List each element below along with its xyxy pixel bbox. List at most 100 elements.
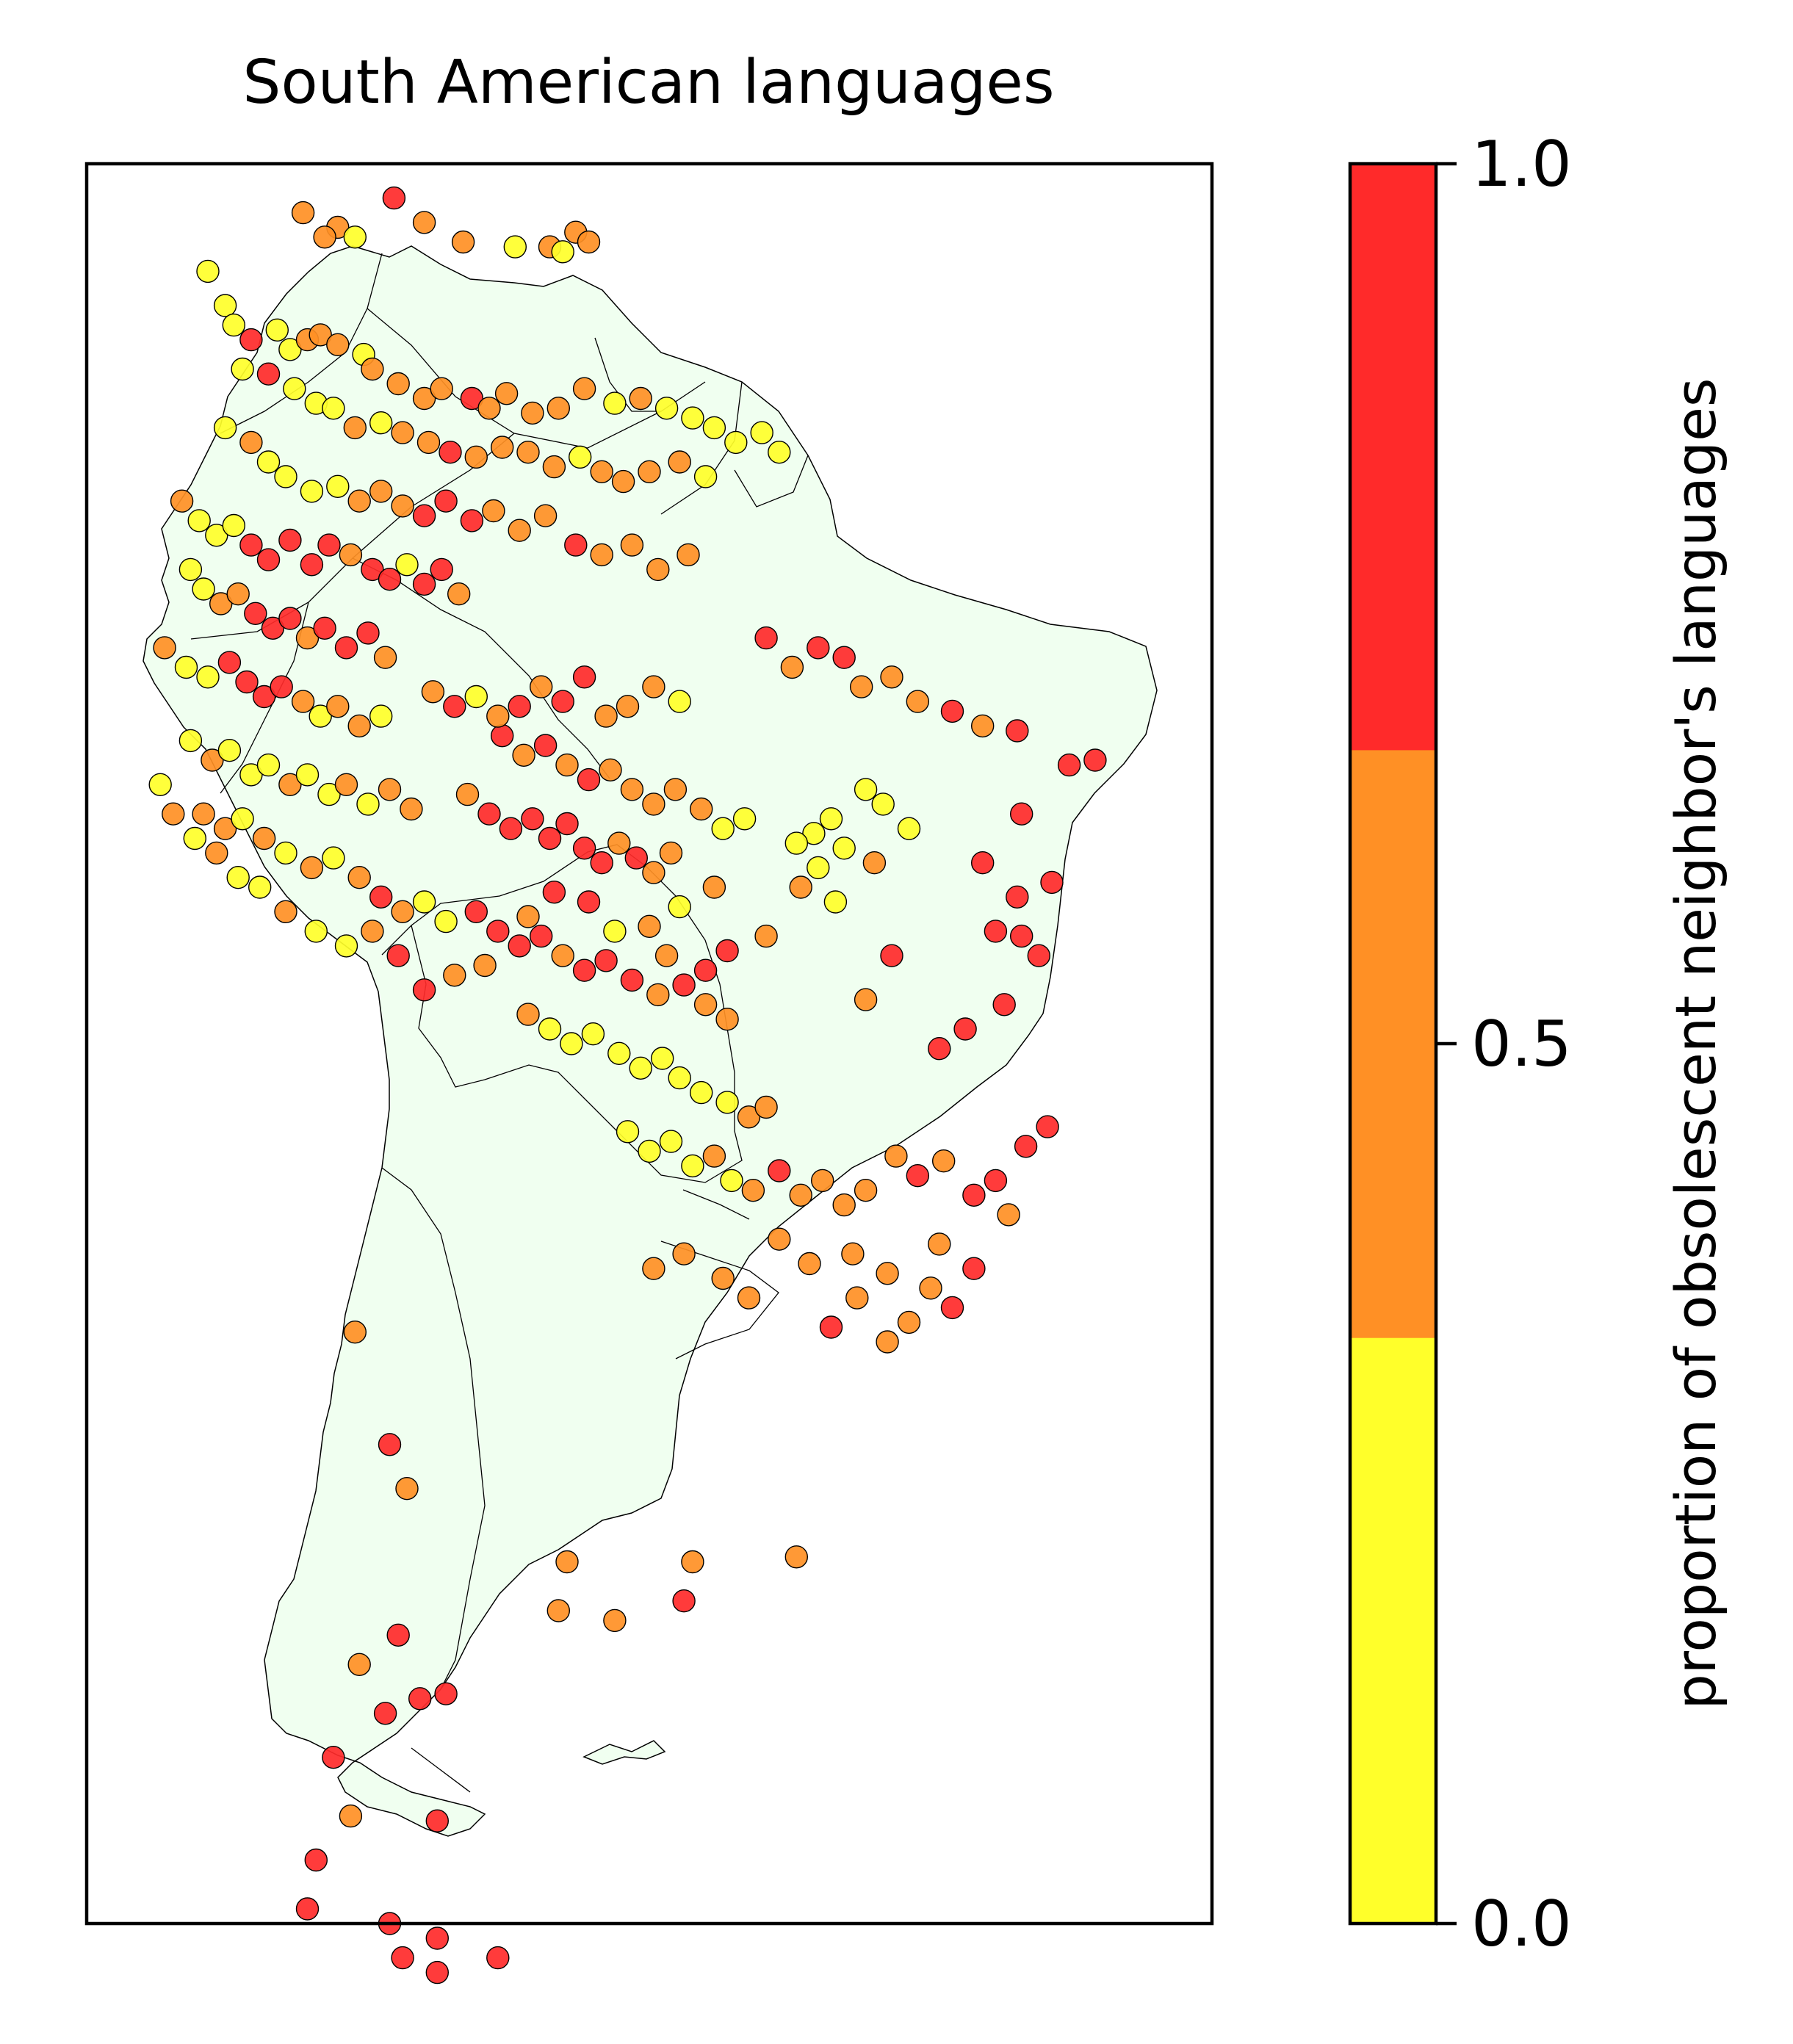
language-point — [326, 474, 350, 498]
language-point — [546, 397, 570, 420]
language-point — [603, 920, 627, 943]
chart-title: South American languages — [242, 48, 1054, 118]
language-point — [162, 802, 185, 826]
language-point — [823, 890, 848, 914]
language-point — [819, 807, 843, 831]
language-point — [854, 988, 878, 1011]
language-point — [620, 968, 644, 992]
language-point — [807, 856, 830, 880]
language-point — [455, 782, 480, 806]
language-point — [555, 1550, 579, 1574]
language-point — [499, 817, 523, 840]
language-point — [802, 822, 826, 845]
language-point — [832, 1193, 856, 1217]
language-point — [702, 1144, 726, 1168]
language-point — [542, 455, 566, 479]
language-point — [876, 1262, 899, 1285]
language-point — [508, 934, 531, 958]
language-point — [313, 616, 336, 640]
colorbar-bin — [1350, 749, 1436, 1338]
language-point — [508, 695, 531, 718]
language-point — [326, 333, 350, 356]
language-point — [594, 704, 618, 728]
colorbar-ticks: 0.0 0.5 1.0 — [1436, 128, 1572, 1961]
language-point — [789, 1183, 812, 1207]
language-point — [274, 900, 297, 924]
language-point — [226, 582, 250, 606]
language-point — [361, 357, 384, 381]
language-point — [309, 704, 332, 728]
language-point — [231, 807, 254, 831]
language-point — [178, 729, 203, 753]
language-point — [677, 543, 700, 567]
language-point — [754, 924, 778, 948]
language-point — [170, 489, 194, 513]
language-point — [681, 1550, 704, 1574]
language-point — [239, 430, 263, 455]
language-point — [434, 909, 458, 933]
language-point — [646, 557, 670, 582]
language-point — [702, 875, 726, 899]
language-point — [629, 1056, 652, 1080]
language-point — [638, 914, 661, 939]
language-point — [395, 553, 419, 577]
language-point — [841, 1242, 865, 1265]
language-point — [741, 1178, 765, 1202]
language-point — [192, 577, 215, 601]
language-point — [421, 680, 445, 704]
language-point — [339, 543, 363, 567]
language-point — [201, 748, 224, 772]
language-point — [239, 763, 263, 787]
language-point — [564, 533, 588, 557]
language-point — [572, 837, 596, 860]
language-point — [347, 714, 371, 738]
language-point — [356, 621, 380, 645]
language-point — [997, 1203, 1020, 1227]
language-point — [222, 313, 245, 337]
language-point — [252, 685, 276, 709]
language-point — [386, 944, 410, 967]
language-point — [378, 778, 402, 801]
language-point — [486, 920, 510, 943]
language-point — [862, 851, 887, 875]
language-point — [897, 817, 921, 840]
language-point — [555, 812, 579, 836]
language-point — [239, 533, 263, 557]
language-point — [780, 655, 804, 679]
language-point — [278, 607, 302, 630]
language-point — [693, 958, 718, 982]
language-point — [213, 416, 237, 440]
language-point — [754, 1095, 778, 1119]
language-point — [309, 323, 332, 347]
language-point — [992, 993, 1016, 1016]
language-point — [832, 837, 856, 860]
language-point — [451, 230, 475, 254]
language-point — [551, 690, 574, 713]
language-point — [256, 548, 281, 571]
language-point — [590, 543, 613, 567]
language-point — [681, 406, 704, 430]
language-point — [205, 524, 228, 547]
language-point — [638, 1139, 661, 1163]
language-point — [369, 480, 393, 503]
language-point — [205, 841, 228, 865]
language-point — [711, 817, 735, 840]
language-point — [663, 778, 688, 801]
language-point — [217, 651, 242, 674]
language-point — [412, 504, 436, 527]
language-point — [304, 920, 328, 943]
language-point — [239, 328, 263, 352]
language-point — [313, 225, 336, 249]
language-point — [693, 465, 718, 488]
language-point — [906, 690, 930, 713]
language-point — [508, 519, 531, 542]
language-point — [425, 1960, 449, 1985]
language-point — [737, 1105, 761, 1129]
language-point — [252, 826, 276, 851]
language-point — [768, 1227, 791, 1251]
language-points — [148, 186, 1107, 1985]
language-point — [819, 1315, 843, 1339]
language-point — [629, 386, 652, 411]
language-point — [516, 1003, 540, 1026]
language-point — [512, 743, 535, 768]
